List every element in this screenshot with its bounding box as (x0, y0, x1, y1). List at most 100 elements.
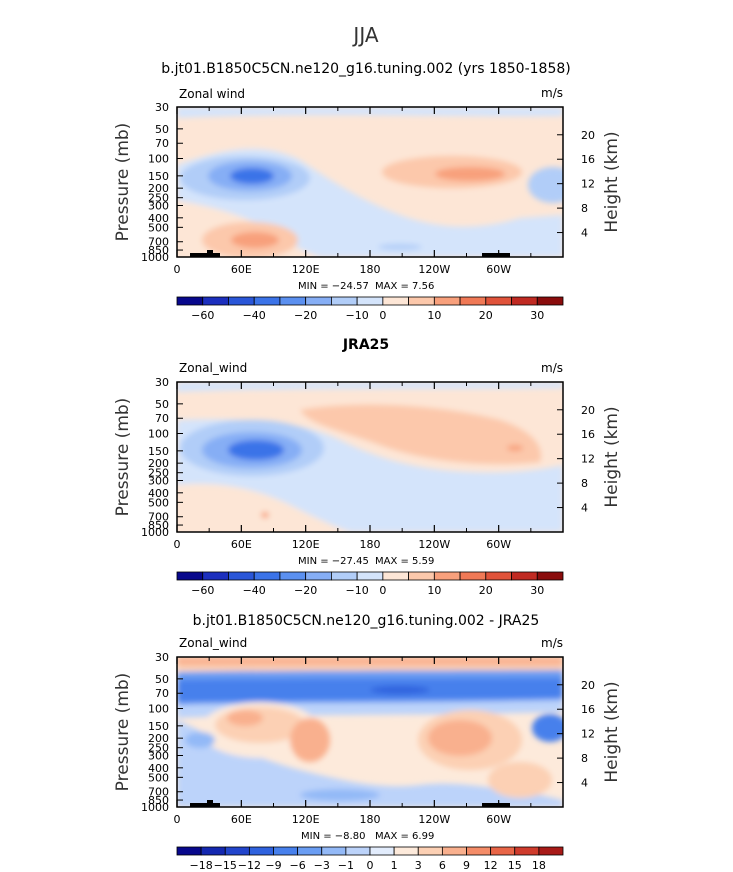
panel-3-variable-label: Zonal_wind (179, 636, 247, 650)
y-tick-label: 200 (148, 732, 169, 745)
panel-3-topography-andes (482, 803, 510, 807)
height-tick-label: 4 (581, 227, 588, 240)
panel-1-x-tick-labels: 0 60E 120E 180 120W 60W (174, 263, 512, 276)
colorbar-swatch (330, 571, 358, 581)
height-tick-label: 20 (581, 129, 595, 142)
colorbar-label: −60 (191, 584, 214, 597)
panel-3-units-label: m/s (541, 636, 563, 650)
panel-2-ticks (176, 381, 563, 533)
panel-1-max-label: MAX = 7.56 (375, 281, 434, 292)
colorbar-swatch (273, 846, 299, 856)
y-tick-label: 30 (155, 101, 169, 114)
y-tick-label: 100 (148, 153, 169, 166)
colorbar-swatch (356, 296, 384, 306)
colorbar-label: −10 (346, 584, 369, 597)
panel-1-ylabel-right: Height (km) (602, 131, 622, 232)
panel-3-ylabel-right: Height (km) (602, 681, 622, 782)
colorbar-label: 30 (530, 584, 544, 597)
height-tick-label: 4 (581, 777, 588, 790)
colorbar-label: −40 (243, 584, 266, 597)
y-tick-label: 300 (148, 474, 169, 487)
colorbar-swatch (200, 846, 226, 856)
colorbar-label: 15 (508, 859, 522, 872)
panel-3-ticks (176, 656, 563, 808)
y-tick-label: 50 (155, 673, 169, 686)
colorbar-label: 12 (484, 859, 498, 872)
colorbar-swatch (176, 296, 204, 306)
y-tick-label: 850 (148, 794, 169, 807)
colorbar-swatch (330, 296, 358, 306)
colorbar-swatch (297, 846, 323, 856)
panel-3-title: b.jt01.B1850C5CN.ne120_g16.tuning.002 - … (193, 613, 540, 629)
colorbar-swatch (393, 846, 419, 856)
colorbar-label: −15 (214, 859, 237, 872)
panel-3-colorbar: −18 −15 −12 −9 −6 −3 −1 0 1 3 6 9 12 15 18 (176, 846, 564, 872)
colorbar-label: 9 (463, 859, 470, 872)
y-tick-label: 1000 (141, 526, 169, 539)
colorbar-label: 10 (427, 584, 441, 597)
x-tick-label: 60E (231, 538, 252, 551)
colorbar-swatch (228, 296, 255, 306)
y-tick-label: 850 (148, 519, 169, 532)
colorbar-label: 6 (439, 859, 446, 872)
x-tick-label: 180 (360, 263, 381, 276)
height-tick-label: 12 (581, 453, 595, 466)
colorbar-swatch (305, 296, 332, 306)
colorbar-swatch (279, 296, 307, 306)
panel-2-colorbar: −60 −40 −20 −10 0 10 20 30 (176, 571, 564, 597)
colorbar-swatch (382, 571, 410, 581)
colorbar-swatch (459, 296, 487, 306)
colorbar-swatch (202, 571, 229, 581)
x-tick-label: 180 (360, 813, 381, 826)
height-tick-label: 8 (581, 202, 588, 215)
y-tick-label: 70 (155, 137, 169, 150)
figure-title: JJA (351, 23, 378, 47)
colorbar-swatch (369, 846, 395, 856)
x-tick-label: 120E (292, 813, 320, 826)
colorbar-swatch (417, 846, 443, 856)
panel-2-ylabel: Pressure (mb) (113, 398, 133, 517)
colorbar-label: −20 (294, 309, 317, 322)
colorbar-label: 10 (427, 309, 441, 322)
panel-3-ylabel: Pressure (mb) (113, 673, 133, 792)
x-tick-label: 60E (231, 263, 252, 276)
panel-1-colorbar: −60 −40 −20 −10 0 10 20 30 (176, 296, 564, 322)
panel-1: b.jt01.B1850C5CN.ne120_g16.tuning.002 (y… (113, 61, 622, 322)
x-tick-label: 0 (174, 813, 181, 826)
colorbar-swatch (305, 571, 332, 581)
panel-1-height-tick-labels: 20 16 12 8 4 (581, 129, 595, 240)
panel-3: b.jt01.B1850C5CN.ne120_g16.tuning.002 - … (113, 613, 622, 872)
x-tick-label: 60W (486, 813, 511, 826)
colorbar-label: 18 (532, 859, 546, 872)
colorbar-swatch (441, 846, 467, 856)
panel-3-min-label: MIN = −8.80 (301, 831, 365, 842)
y-tick-label: 30 (155, 376, 169, 389)
colorbar-label: −40 (243, 309, 266, 322)
x-tick-label: 120E (292, 538, 320, 551)
x-tick-label: 120W (418, 538, 450, 551)
panel-2-contour-field (177, 382, 563, 532)
y-tick-label: 70 (155, 687, 169, 700)
y-tick-label: 50 (155, 398, 169, 411)
y-tick-label: 300 (148, 199, 169, 212)
colorbar-swatch (466, 846, 492, 856)
colorbar-label: −12 (238, 859, 261, 872)
panel-1-contour-field (177, 107, 563, 257)
panel-3-max-label: MAX = 6.99 (375, 831, 434, 842)
panel-2-x-tick-labels: 0 60E 120E 180 120W 60W (174, 538, 512, 551)
colorbar-swatch (382, 296, 410, 306)
height-tick-label: 4 (581, 502, 588, 515)
colorbar-swatch (356, 571, 384, 581)
panel-2: JRA25 Zonal_wind m/s 3050701001502002503… (113, 337, 622, 597)
x-tick-label: 120W (418, 813, 450, 826)
colorbar-swatch (433, 296, 461, 306)
panel-2-title: JRA25 (342, 337, 389, 353)
colorbar-label: 0 (367, 859, 374, 872)
colorbar-swatch (511, 296, 538, 306)
x-tick-label: 120W (418, 263, 450, 276)
y-tick-label: 250 (148, 742, 169, 755)
y-tick-label: 500 (148, 496, 169, 509)
y-tick-label: 50 (155, 123, 169, 136)
